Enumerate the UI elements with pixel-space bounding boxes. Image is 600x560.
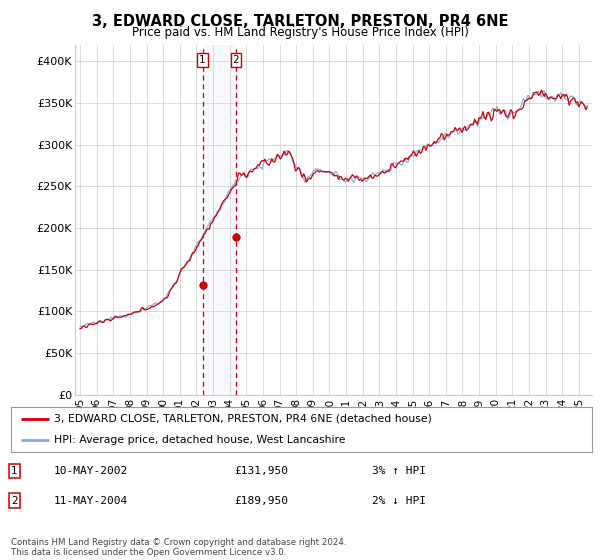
Text: 11-MAY-2004: 11-MAY-2004 [54, 496, 128, 506]
Text: 2: 2 [233, 55, 239, 66]
Text: 10-MAY-2002: 10-MAY-2002 [54, 466, 128, 476]
Text: 3% ↑ HPI: 3% ↑ HPI [372, 466, 426, 476]
Text: Contains HM Land Registry data © Crown copyright and database right 2024.
This d: Contains HM Land Registry data © Crown c… [11, 538, 346, 557]
Text: 2% ↓ HPI: 2% ↓ HPI [372, 496, 426, 506]
Text: HPI: Average price, detached house, West Lancashire: HPI: Average price, detached house, West… [55, 435, 346, 445]
Text: 2: 2 [11, 496, 17, 506]
Text: £131,950: £131,950 [234, 466, 288, 476]
Text: Price paid vs. HM Land Registry's House Price Index (HPI): Price paid vs. HM Land Registry's House … [131, 26, 469, 39]
Text: 1: 1 [199, 55, 206, 66]
Text: 3, EDWARD CLOSE, TARLETON, PRESTON, PR4 6NE (detached house): 3, EDWARD CLOSE, TARLETON, PRESTON, PR4 … [55, 414, 432, 424]
Text: 3, EDWARD CLOSE, TARLETON, PRESTON, PR4 6NE: 3, EDWARD CLOSE, TARLETON, PRESTON, PR4 … [92, 14, 508, 29]
Text: 1: 1 [11, 466, 17, 476]
Bar [203, 45, 236, 395]
Text: £189,950: £189,950 [234, 496, 288, 506]
